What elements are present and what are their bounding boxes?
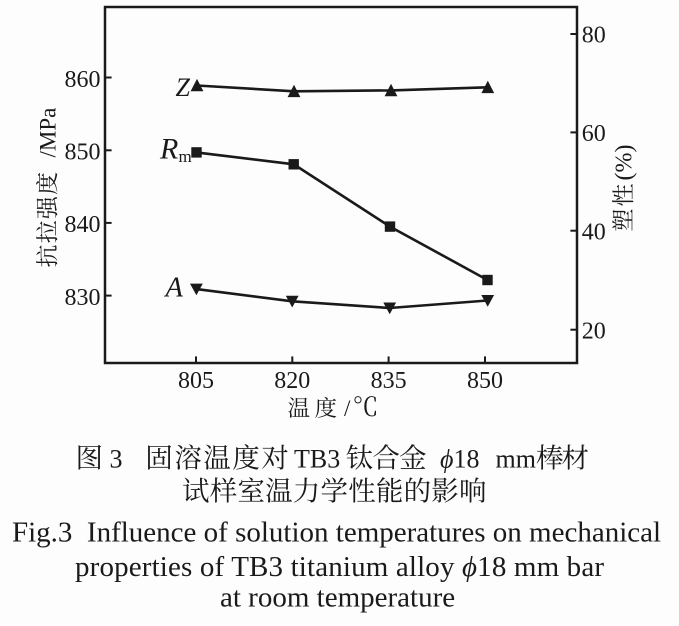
- svg-text:835: 835: [371, 368, 407, 394]
- svg-text:A: A: [164, 273, 184, 304]
- svg-text:20: 20: [582, 318, 606, 344]
- svg-text:TB3: TB3: [294, 445, 340, 474]
- svg-text:3: 3: [110, 445, 123, 474]
- svg-text:m: m: [179, 147, 192, 166]
- svg-text:850: 850: [65, 140, 101, 166]
- svg-text:at room temperature: at room temperature: [220, 582, 455, 614]
- svg-text:Fig.3 Influence of solution t: Fig.3 Influence of solution temperatures…: [12, 517, 661, 549]
- svg-text:/MPa: /MPa: [36, 108, 61, 158]
- svg-text:805: 805: [178, 368, 214, 394]
- svg-text:Z: Z: [176, 73, 191, 102]
- svg-text:/: /: [344, 396, 351, 421]
- svg-text:860: 860: [65, 67, 101, 93]
- svg-text:ϕ18: ϕ18: [440, 445, 479, 474]
- svg-text:60: 60: [582, 121, 606, 147]
- svg-text:80: 80: [582, 23, 606, 49]
- svg-text:830: 830: [65, 285, 101, 311]
- svg-text:R: R: [159, 133, 178, 166]
- svg-text:40: 40: [582, 219, 606, 245]
- svg-text:(%): (%): [612, 145, 638, 181]
- svg-text:850: 850: [467, 368, 503, 394]
- svg-text:840: 840: [65, 212, 101, 238]
- svg-text:820: 820: [274, 368, 310, 394]
- svg-text:properties of TB3 titanium all: properties of TB3 titanium alloy ϕ18 mm …: [75, 551, 604, 583]
- svg-text:mm: mm: [496, 445, 536, 474]
